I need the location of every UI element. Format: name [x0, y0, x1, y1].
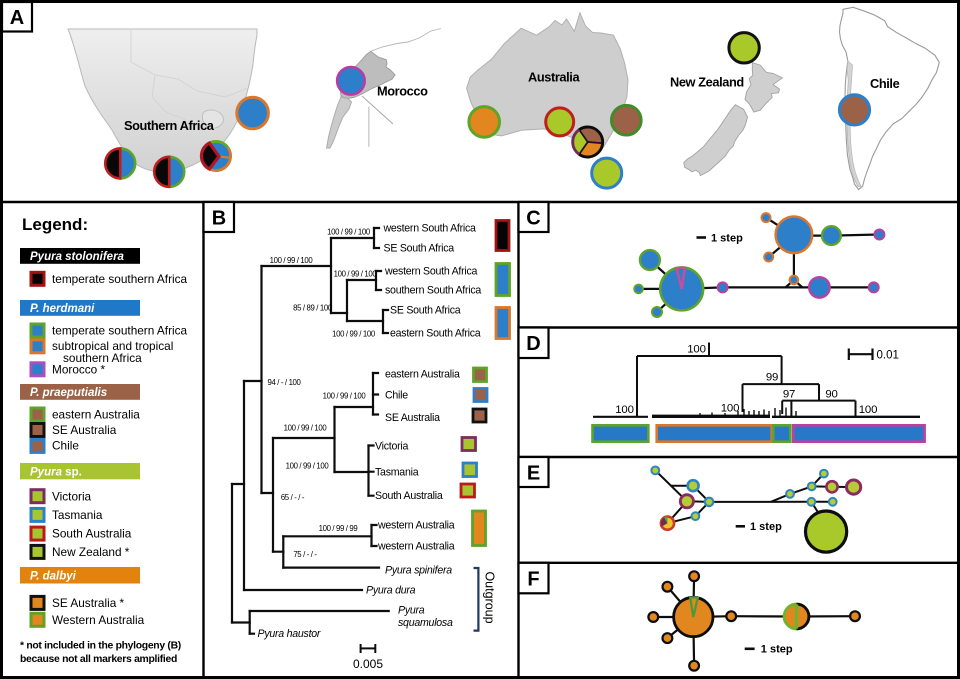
svg-text:65 / - / -: 65 / - / -	[281, 493, 305, 502]
svg-text:eastern South Africa: eastern South Africa	[390, 328, 481, 340]
svg-text:P. dalbyi: P. dalbyi	[30, 571, 77, 583]
svg-text:temperate southern Africa: temperate southern Africa	[52, 324, 188, 338]
svg-text:because not all markers amplif: because not all markers amplified	[20, 654, 177, 665]
svg-text:100 / 99 / 100: 100 / 99 / 100	[286, 461, 330, 470]
svg-text:90: 90	[825, 388, 837, 400]
svg-text:Pyura: Pyura	[398, 605, 425, 617]
svg-text:100: 100	[859, 404, 877, 416]
svg-text:SE South Africa: SE South Africa	[384, 243, 455, 255]
svg-text:0.01: 0.01	[877, 350, 899, 362]
svg-text:P. herdmani: P. herdmani	[30, 303, 95, 315]
svg-text:F: F	[527, 569, 539, 591]
svg-text:100 / 99 / 100: 100 / 99 / 100	[334, 270, 378, 279]
svg-text:100 / 99 / 100: 100 / 99 / 100	[284, 424, 328, 433]
svg-text:Pyura haustor: Pyura haustor	[258, 628, 321, 640]
svg-text:southern South Africa: southern South Africa	[385, 285, 481, 297]
svg-text:100 / 99 / 100: 100 / 99 / 100	[332, 330, 376, 339]
svg-text:New Zealand *: New Zealand *	[52, 545, 130, 559]
svg-text:Victoria: Victoria	[375, 440, 408, 452]
svg-text:Outgroup: Outgroup	[483, 571, 497, 623]
svg-text:* not included in the phylogen: * not included in the phylogeny (B)	[20, 640, 181, 651]
svg-text:SE Australia: SE Australia	[52, 423, 117, 437]
svg-text:E: E	[527, 463, 540, 485]
svg-text:85 / 89 / 100: 85 / 89 / 100	[293, 304, 333, 313]
svg-text:western Australia: western Australia	[377, 541, 455, 553]
svg-text:Pyura sp.: Pyura sp.	[30, 467, 82, 479]
svg-text:1 step: 1 step	[750, 521, 782, 533]
svg-text:75 / - / -: 75 / - / -	[293, 550, 317, 559]
svg-text:C: C	[526, 208, 540, 230]
svg-text:Tasmania: Tasmania	[375, 466, 419, 478]
svg-text:Pyura dura: Pyura dura	[366, 585, 416, 597]
svg-text:South Australia: South Australia	[375, 490, 443, 502]
svg-text:temperate southern Africa: temperate southern Africa	[52, 272, 188, 286]
svg-text:94 / - / 100: 94 / - / 100	[267, 378, 301, 387]
svg-text:100: 100	[721, 402, 739, 414]
svg-text:western South Africa: western South Africa	[383, 223, 477, 235]
svg-text:100 / 99 / 99: 100 / 99 / 99	[319, 524, 358, 533]
svg-text:A: A	[10, 7, 24, 29]
svg-text:1 step: 1 step	[711, 232, 743, 244]
svg-text:Australia: Australia	[528, 70, 580, 85]
svg-text:South Australia: South Australia	[52, 527, 132, 541]
svg-text:subtropical and tropical: subtropical and tropical	[52, 339, 173, 353]
svg-text:Tasmania: Tasmania	[52, 508, 103, 522]
svg-text:P. praeputialis: P. praeputialis	[30, 387, 107, 399]
svg-text:Legend:: Legend:	[22, 215, 88, 234]
svg-text:D: D	[526, 333, 540, 355]
svg-text:100 / 99 / 100: 100 / 99 / 100	[323, 392, 367, 401]
svg-text:Morocco: Morocco	[377, 84, 428, 99]
svg-text:New Zealand: New Zealand	[670, 75, 744, 90]
svg-text:squamulosa: squamulosa	[398, 617, 453, 629]
svg-text:Southern Africa: Southern Africa	[124, 118, 215, 133]
svg-text:eastern Australia: eastern Australia	[52, 407, 140, 421]
svg-text:0.005: 0.005	[353, 657, 383, 671]
svg-text:eastern Australia: eastern Australia	[385, 369, 460, 381]
svg-text:southern Africa: southern Africa	[63, 351, 142, 365]
svg-text:SE South Africa: SE South Africa	[390, 305, 461, 317]
svg-text:100 / 99 / 100: 100 / 99 / 100	[327, 228, 371, 237]
svg-text:Western Australia: Western Australia	[52, 613, 145, 627]
svg-text:1 step: 1 step	[761, 644, 793, 656]
svg-text:100 / 99 / 100: 100 / 99 / 100	[270, 256, 314, 265]
svg-text:Morocco *: Morocco *	[52, 362, 106, 376]
svg-text:Pyura spinifera: Pyura spinifera	[385, 565, 452, 577]
svg-text:Chile: Chile	[52, 439, 79, 453]
svg-text:99: 99	[766, 372, 778, 384]
svg-text:SE Australia: SE Australia	[385, 412, 440, 424]
svg-text:Victoria: Victoria	[52, 489, 92, 503]
svg-text:97: 97	[783, 388, 795, 400]
svg-text:SE Australia *: SE Australia *	[52, 596, 125, 610]
svg-text:B: B	[212, 208, 226, 230]
svg-text:western South Africa: western South Africa	[384, 266, 478, 278]
svg-text:Chile: Chile	[385, 389, 408, 401]
svg-text:100: 100	[615, 404, 633, 416]
svg-text:Pyura stolonifera: Pyura stolonifera	[30, 251, 125, 263]
svg-text:100: 100	[687, 344, 705, 356]
svg-text:western Australia: western Australia	[377, 520, 455, 532]
svg-text:Chile: Chile	[870, 76, 900, 91]
